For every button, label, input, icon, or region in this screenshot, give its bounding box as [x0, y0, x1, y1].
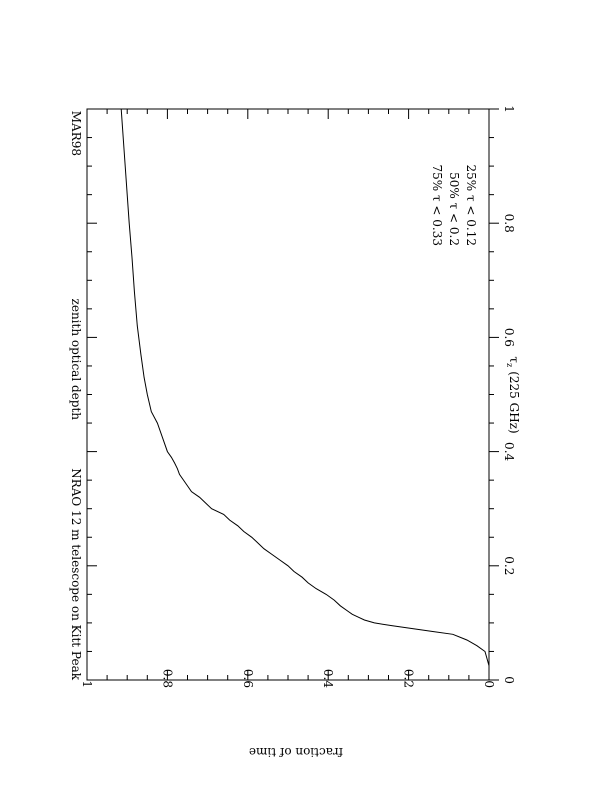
x-tick-label: 0.6 [502, 328, 516, 347]
x-tick-label: 0.8 [502, 214, 516, 233]
x-tick-label: 0.2 [502, 556, 516, 575]
chart-subtitle: zenith optical depth [69, 299, 83, 421]
x-axis-label-sub: z [505, 363, 514, 367]
y-tick-label: 0.6 [241, 669, 255, 688]
x-axis-label-tau: τ [507, 356, 521, 363]
x-tick-label: 0.4 [502, 442, 516, 461]
annotation-50: 50% τ < 0.2 [447, 172, 461, 246]
y-tick-label: 1 [80, 680, 94, 688]
y-tick-label: 0.8 [160, 669, 174, 688]
x-tick-label: 1 [502, 105, 516, 113]
x-axis-label: τz (225 GHz) [505, 356, 521, 433]
cumulative-tau-curve [120, 108, 490, 680]
x-tick-label: 0 [502, 676, 516, 684]
y-axis-label: fraction of time [249, 745, 343, 759]
annotation-75: 75% τ < 0.33 [430, 164, 444, 246]
x-axis-label-rest: (225 GHz) [507, 371, 521, 433]
period-label: MAR98 [69, 111, 83, 156]
tick-labels: 0 0.2 0.4 0.6 0.8 1 0 0.2 0.4 0.6 0.8 1 [80, 105, 516, 688]
annotation-25: 25% τ < 0.12 [464, 164, 478, 246]
axis-ticks [86, 108, 499, 681]
y-tick-label: 0.2 [402, 669, 416, 688]
y-tick-label: 0.4 [321, 669, 335, 688]
chart-title: NRAO 12 m telescope on Kitt Peak [69, 468, 83, 681]
y-tick-label: 0 [482, 680, 496, 688]
